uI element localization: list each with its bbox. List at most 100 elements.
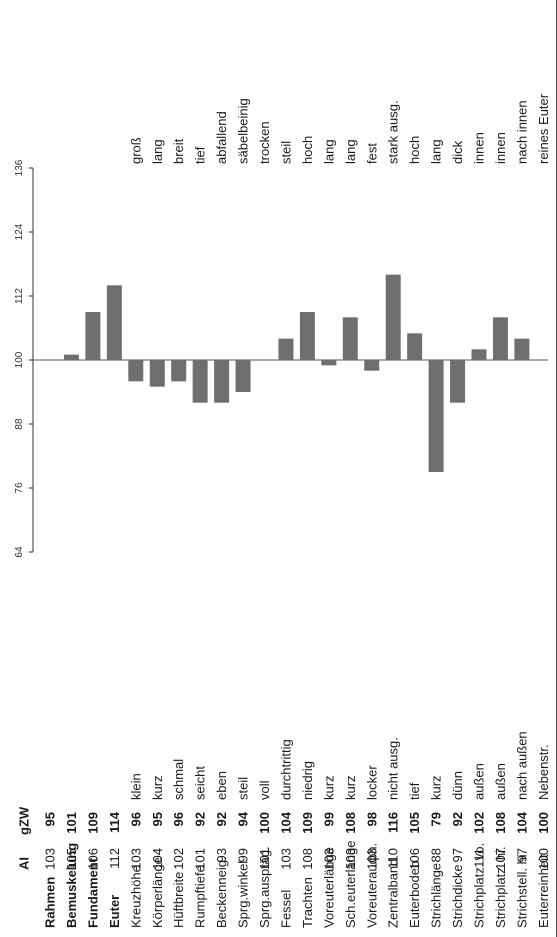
high-side-descriptor: lang (150, 139, 165, 164)
trait-label: Euterreinheit (536, 854, 551, 928)
ai-value: 105 (64, 848, 79, 870)
trait-label: Sprg.auspräg. (257, 846, 272, 928)
low-side-descriptor: seicht (193, 766, 208, 800)
bar (428, 360, 444, 472)
low-side-descriptor: nicht ausg. (386, 737, 401, 800)
low-side-descriptor: steil (236, 777, 251, 800)
ai-value: 112 (107, 848, 122, 869)
gzw-value: 96 (171, 812, 186, 826)
bar (63, 354, 79, 360)
bar (235, 360, 251, 392)
bar (192, 360, 208, 403)
trait-label: Strichstell. hi. (514, 851, 529, 928)
gzw-value: 109 (300, 812, 315, 834)
low-side-descriptor: eben (214, 771, 229, 800)
gzw-value: 99 (321, 812, 336, 826)
bar (385, 274, 401, 360)
trait-label: Fundament (85, 857, 100, 928)
high-side-descriptor: hoch (300, 136, 315, 164)
high-side-descriptor: breit (171, 138, 186, 164)
axis-tick-label: 76 (14, 482, 25, 494)
bar (492, 317, 508, 360)
trait-label: Strichdicke (450, 864, 465, 928)
high-side-descriptor: trocken (257, 121, 272, 164)
ai-value: 101 (193, 848, 208, 870)
low-side-descriptor: außen (493, 763, 508, 800)
bar (299, 312, 315, 360)
column-header-ai: AI (17, 857, 32, 870)
ai-value: 108 (300, 848, 315, 870)
trait-label: Strichplatz. vo. (472, 843, 487, 928)
trait-label: Euter (107, 895, 122, 928)
bar (106, 285, 122, 360)
high-side-descriptor: säbelbeinig (236, 98, 251, 164)
low-side-descriptor: klein (128, 773, 143, 800)
gzw-value: 100 (257, 812, 272, 834)
trait-label: Voreuterlänge (321, 847, 336, 928)
bar (321, 360, 337, 366)
axis-tick-label: 88 (14, 418, 25, 430)
low-side-descriptor: außen (472, 763, 487, 800)
column-header-gzw: gZW (17, 806, 32, 835)
high-side-descriptor: steil (278, 141, 293, 164)
trait-label: Strichlänge (429, 863, 444, 928)
ai-value: 110 (386, 848, 401, 869)
bar (128, 360, 144, 382)
low-side-descriptor: kurz (321, 775, 336, 800)
axis-tick-label: 124 (14, 223, 25, 240)
gzw-value: 114 (107, 811, 122, 833)
ai-value: 103 (128, 848, 143, 870)
bar (450, 360, 466, 403)
bar (171, 360, 187, 382)
gzw-value: 96 (128, 812, 143, 826)
ai-value: 103 (343, 848, 358, 870)
bar (342, 317, 358, 360)
high-side-descriptor: groß (128, 137, 143, 164)
low-side-descriptor: schmal (171, 759, 186, 800)
ai-value: 106 (85, 848, 100, 870)
ai-value: 111 (472, 848, 487, 868)
high-side-descriptor: nach innen (514, 100, 529, 164)
axis-tick-label: 64 (14, 546, 25, 558)
bar (364, 360, 380, 371)
trait-label: Beckenneig. (214, 856, 229, 928)
ai-value: 102 (171, 848, 186, 870)
ai-value: 103 (278, 848, 293, 870)
bar (471, 349, 487, 360)
gzw-value: 79 (429, 812, 444, 826)
high-side-descriptor: innen (493, 132, 508, 164)
high-side-descriptor: tief (193, 146, 208, 164)
trait-label: Strichplatz. hi. (493, 846, 508, 928)
gzw-value: 102 (472, 812, 487, 834)
ai-value: 97 (450, 848, 465, 862)
high-side-descriptor: reines Euter (536, 93, 551, 164)
trait-label: Rahmen (43, 877, 58, 928)
trait-label: Körperlänge (150, 857, 165, 928)
low-side-descriptor: kurz (150, 775, 165, 800)
high-side-descriptor: innen (472, 132, 487, 164)
gzw-value: 104 (278, 811, 293, 833)
ai-value: 93 (214, 848, 229, 862)
bar (149, 360, 165, 387)
gzw-value: 98 (364, 812, 379, 826)
bar (407, 333, 423, 360)
ai-value: 88 (429, 848, 444, 862)
high-side-descriptor: abfallend (214, 111, 229, 164)
bar (85, 312, 101, 360)
high-side-descriptor: fest (364, 143, 379, 164)
ai-value: 97 (514, 848, 529, 862)
ai-value: 106 (407, 848, 422, 870)
trait-label: Hüftbreite (171, 872, 186, 928)
trait-label: Euterboden (407, 861, 422, 928)
axis-tick-label: 100 (14, 351, 25, 368)
ai-value: 104 (150, 848, 165, 870)
ai-value: 99 (236, 848, 251, 862)
low-side-descriptor: voll (257, 780, 272, 800)
low-side-descriptor: locker (364, 765, 379, 800)
low-side-descriptor: kurz (343, 775, 358, 800)
gzw-value: 92 (214, 812, 229, 826)
low-side-descriptor: durchtrittig (278, 739, 293, 800)
high-side-descriptor: lang (343, 139, 358, 164)
ai-value: 107 (493, 848, 508, 870)
gzw-value: 108 (343, 812, 358, 834)
